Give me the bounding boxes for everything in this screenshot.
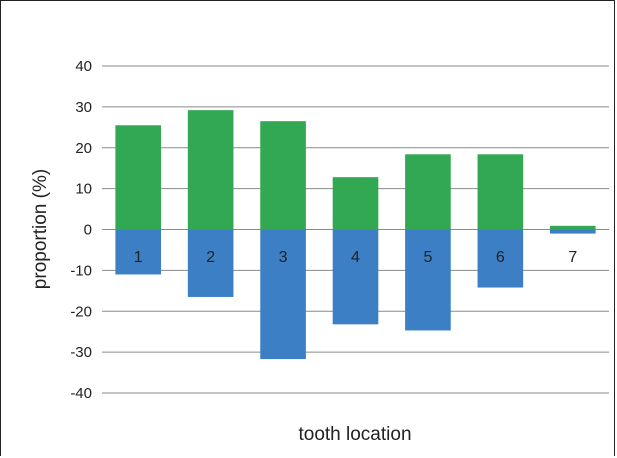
y-tick-label: 20 xyxy=(75,140,92,157)
bar-positive-3 xyxy=(260,121,306,230)
y-tick-labels: 40 30 20 10 0 -10 -20 -30 -40 xyxy=(70,58,92,402)
y-tick-label: -30 xyxy=(70,344,92,361)
bar-positive-2 xyxy=(187,110,234,230)
category-label: 1 xyxy=(134,249,143,266)
bar-negative-5 xyxy=(405,229,451,331)
y-axis-title: proportion (%) xyxy=(30,169,51,289)
y-tick-label: 40 xyxy=(75,58,92,75)
bar-positive-6 xyxy=(477,154,524,230)
category-label: 2 xyxy=(206,249,215,266)
y-tick-label: -40 xyxy=(70,385,92,402)
category-label: 7 xyxy=(568,249,577,266)
category-labels: 1 2 3 4 5 6 7 xyxy=(134,249,578,266)
category-label: 4 xyxy=(351,249,360,266)
category-label: 3 xyxy=(279,249,288,266)
y-tick-label: -10 xyxy=(70,262,92,279)
bar-positive-4 xyxy=(332,177,379,230)
y-tick-label: 30 xyxy=(75,99,92,116)
bar-negative-3 xyxy=(260,229,306,360)
bar-positive-1 xyxy=(115,125,162,230)
bar-negative-4 xyxy=(332,229,379,325)
category-label: 6 xyxy=(496,249,505,266)
x-axis-title: tooth location xyxy=(298,424,411,445)
bar-positive-5 xyxy=(405,154,451,230)
bars xyxy=(115,110,596,360)
bar-negative-6 xyxy=(477,229,524,288)
bar-negative-7 xyxy=(549,229,596,234)
y-tick-label: -20 xyxy=(70,303,92,320)
bar-negative-1 xyxy=(115,229,162,275)
bar-positive-7 xyxy=(549,225,596,230)
y-tick-label: 0 xyxy=(84,222,92,239)
bar-negative-2 xyxy=(187,229,234,297)
y-tick-label: 10 xyxy=(75,181,92,198)
category-label: 5 xyxy=(423,249,432,266)
